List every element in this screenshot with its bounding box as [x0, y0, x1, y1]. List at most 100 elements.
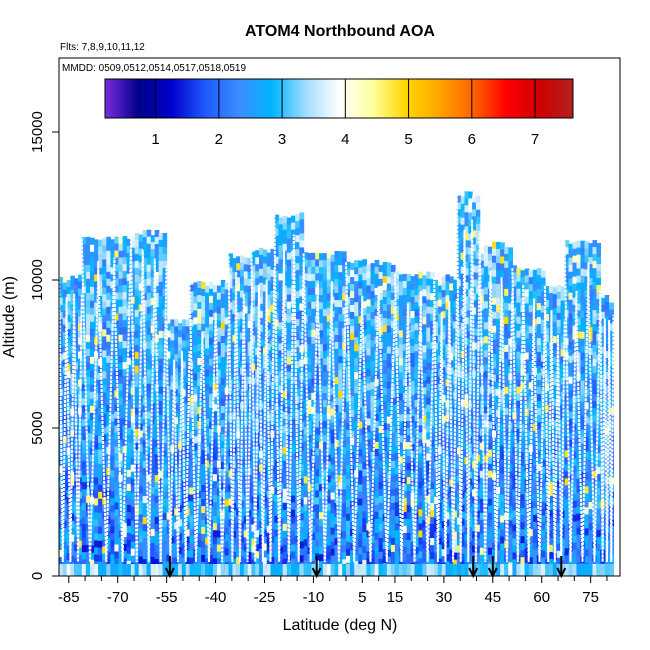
- heatmap-cell: [216, 285, 222, 294]
- heatmap-cell: [142, 335, 148, 343]
- heatmap-cell: [251, 307, 256, 315]
- heatmap-cell: [224, 436, 230, 444]
- heatmap-cell: [220, 476, 226, 484]
- heatmap-cell: [236, 333, 241, 341]
- heatmap-cell: [150, 256, 156, 264]
- heatmap-cell: [342, 412, 347, 420]
- heatmap-cell: [262, 550, 268, 558]
- heatmap-cell: [110, 428, 116, 436]
- heatmap-cell: [303, 511, 309, 519]
- heatmap-cell: [426, 278, 431, 287]
- heatmap-cell: [193, 450, 198, 458]
- heatmap-cell: [98, 470, 103, 479]
- heatmap-cell: [189, 326, 194, 334]
- heatmap-cell: [118, 467, 124, 476]
- heatmap-cell: [406, 505, 412, 513]
- heatmap-cell: [110, 526, 116, 534]
- heatmap-cell: [74, 334, 79, 342]
- heatmap-cell: [278, 329, 284, 337]
- heatmap-cell: [418, 537, 423, 545]
- heatmap-cell: [414, 393, 419, 401]
- heatmap-cell: [350, 494, 355, 502]
- heatmap-cell: [338, 461, 343, 469]
- heatmap-cell: [114, 439, 120, 447]
- heatmap-cell: [422, 282, 427, 290]
- heatmap-cell: [185, 550, 191, 558]
- heatmap-cell: [102, 322, 107, 330]
- heatmap-cell: [185, 529, 191, 537]
- heatmap-cell: [85, 299, 91, 308]
- heatmap-cell: [382, 556, 388, 564]
- heatmap-cell: [193, 338, 198, 346]
- heatmap-cell: [286, 252, 292, 261]
- heatmap-cell: [366, 334, 372, 342]
- heatmap-cell: [291, 348, 296, 357]
- heatmap-cell: [326, 517, 332, 525]
- heatmap-cell: [410, 367, 416, 375]
- heatmap-cell: [437, 467, 443, 476]
- heatmap-cell: [162, 464, 168, 472]
- heatmap-cell: [154, 552, 160, 560]
- heatmap-cell: [338, 398, 343, 406]
- heatmap-cell: [126, 483, 132, 492]
- heatmap-cell: [216, 495, 222, 504]
- heatmap-cell: [220, 287, 226, 295]
- heatmap-cell: [251, 454, 256, 462]
- heatmap-cell: [70, 478, 75, 487]
- heatmap-cell: [201, 429, 206, 437]
- heatmap-cell: [94, 414, 99, 422]
- heatmap-cell: [358, 400, 363, 408]
- heatmap-cell: [224, 324, 230, 332]
- heatmap-cell: [162, 408, 168, 416]
- heatmap-cell: [94, 463, 99, 471]
- heatmap-cell: [334, 335, 339, 343]
- heatmap-cell: [410, 486, 416, 494]
- heatmap-cell: [126, 406, 132, 415]
- heatmap-cell: [126, 273, 132, 282]
- heatmap-cell: [315, 441, 320, 449]
- heatmap-cell: [418, 446, 423, 454]
- heatmap-cell: [378, 439, 384, 448]
- heatmap-cell: [59, 564, 64, 576]
- heatmap-cell: [243, 285, 249, 293]
- heatmap-cell: [126, 399, 132, 408]
- heatmap-cell: [374, 378, 380, 387]
- heatmap-cell: [295, 564, 300, 576]
- heatmap-cell: [472, 202, 477, 210]
- heatmap-cell: [406, 456, 412, 464]
- heatmap-cell: [354, 309, 359, 317]
- heatmap-cell: [479, 288, 485, 297]
- heatmap-cell: [307, 372, 312, 380]
- heatmap-cell: [370, 263, 376, 271]
- heatmap-cell: [266, 308, 272, 317]
- heatmap-cell: [430, 349, 435, 357]
- heatmap-cell: [122, 397, 128, 405]
- heatmap-cell: [270, 514, 275, 523]
- heatmap-cell: [85, 537, 91, 546]
- heatmap-cell: [307, 407, 312, 415]
- heatmap-cell: [102, 427, 107, 435]
- heatmap-cell: [394, 537, 400, 545]
- heatmap-cell: [374, 448, 380, 457]
- heatmap-cell: [370, 347, 376, 355]
- heatmap-cell: [266, 287, 272, 296]
- heatmap-cell: [483, 273, 489, 281]
- heatmap-cell: [402, 469, 408, 478]
- heatmap-cell: [154, 265, 160, 273]
- heatmap-cell: [146, 250, 152, 259]
- heatmap-cell: [346, 485, 351, 494]
- heatmap-cell: [255, 334, 260, 342]
- heatmap-cell: [158, 323, 164, 332]
- heatmap-cell: [354, 407, 359, 415]
- heatmap-cell: [118, 397, 124, 406]
- heatmap-cell: [366, 355, 372, 363]
- heatmap-cell: [398, 372, 404, 380]
- heatmap-cell: [422, 443, 427, 451]
- heatmap-cell: [354, 519, 359, 527]
- heatmap-cell: [274, 354, 280, 363]
- heatmap-cell: [382, 388, 388, 396]
- heatmap-cell: [422, 296, 427, 304]
- heatmap-cell: [386, 556, 392, 565]
- heatmap-cell: [74, 320, 79, 328]
- heatmap-cell: [102, 448, 107, 456]
